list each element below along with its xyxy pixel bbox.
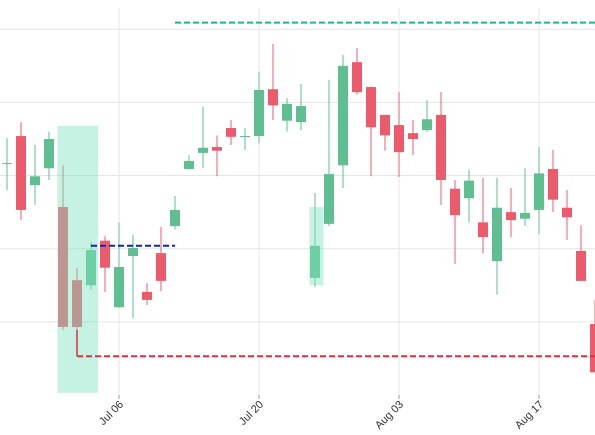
candle-body [590,324,595,373]
x-tick-label: Aug 03 [373,399,406,432]
candle-body [534,173,544,210]
candle-body [114,266,124,308]
candle-body [478,222,488,237]
candle-body [72,280,82,327]
candle-body [86,250,96,286]
candle-body [352,62,362,93]
candle-body [394,125,404,153]
highlight-zone [309,207,324,286]
candle-body [156,253,166,281]
candle-body [422,119,432,131]
candle-body [170,209,180,227]
candle-body [310,245,320,278]
candle-body [282,103,292,121]
candle-body [492,207,502,262]
candle-body [324,174,334,224]
candle-body [296,106,306,123]
candle-body [380,114,390,136]
candle-body [450,188,460,216]
candle-body [100,240,110,268]
x-tick-label: Jul 20 [237,399,266,428]
candle-body [240,136,250,138]
x-tick-label: Aug 17 [513,399,546,432]
candle-body [436,114,446,180]
candle-body [506,212,516,221]
candle-body [520,212,530,219]
candle-body [562,207,572,218]
candle-body [16,136,26,210]
candle-body [576,250,586,281]
candle-body [548,168,558,200]
candle-body [198,147,208,153]
candle-body [268,89,278,106]
candle-body [464,180,474,199]
candle-body [58,207,68,327]
candle-body [338,65,348,166]
candle-body [184,160,194,169]
candle-body [226,128,236,137]
candle-body [30,176,40,186]
candle-body [44,138,54,169]
candle-body [212,147,222,151]
candle-body [366,87,376,128]
candle-body [254,89,264,137]
candle-body [142,291,152,300]
candle-body [128,247,138,257]
candle-body [2,163,12,165]
x-tick-label: Jul 06 [97,399,126,428]
candle-body [408,133,418,139]
